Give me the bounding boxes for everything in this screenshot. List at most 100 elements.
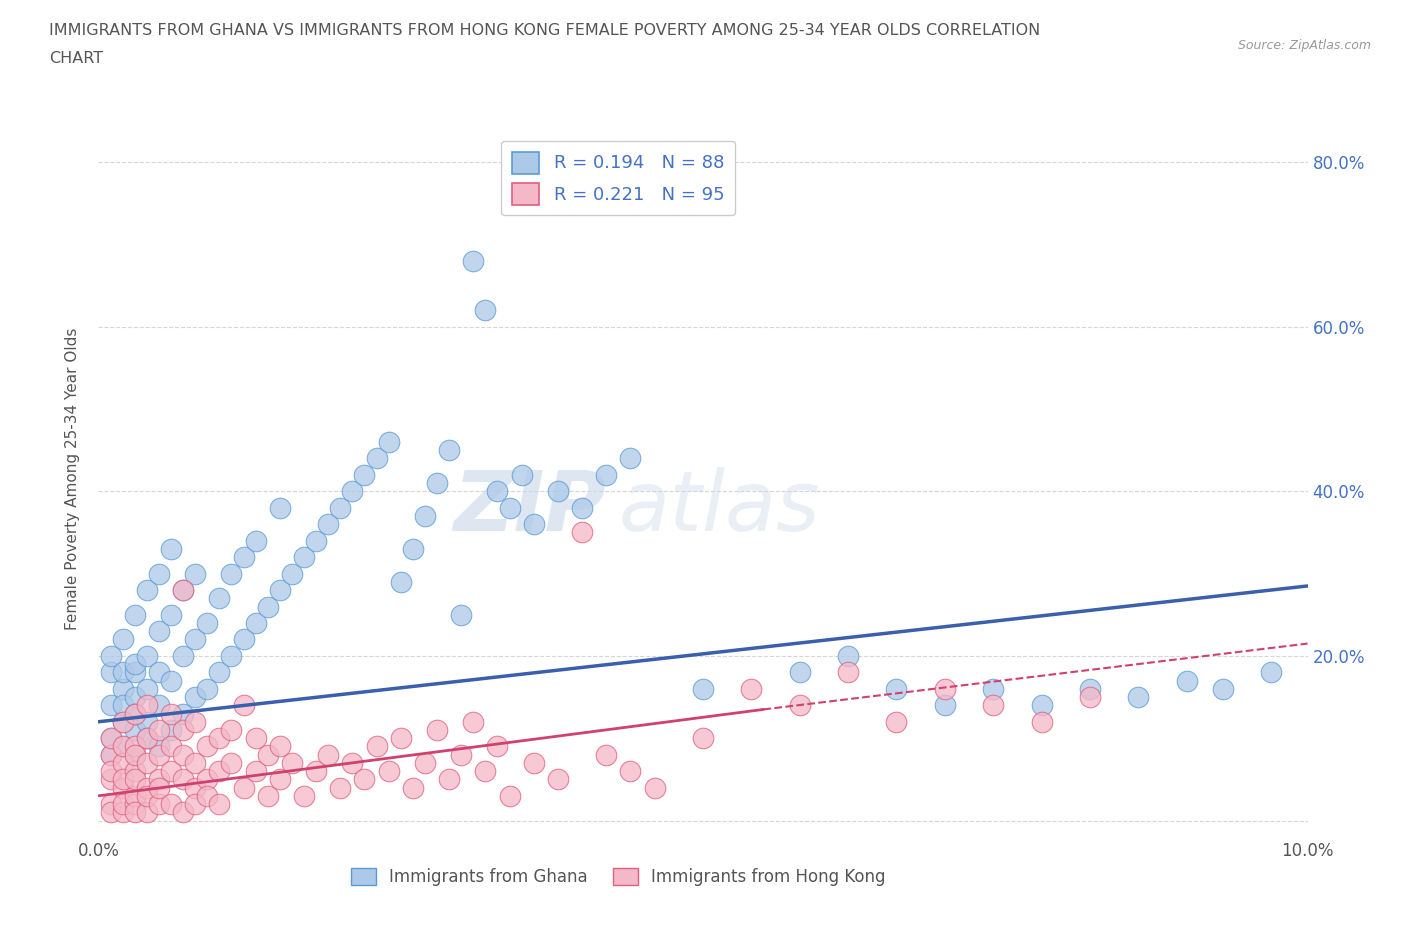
Point xyxy=(124,789,146,804)
Point xyxy=(498,500,520,515)
Point xyxy=(619,451,641,466)
Point xyxy=(148,780,170,795)
Point xyxy=(111,714,134,729)
Point xyxy=(148,698,170,712)
Point xyxy=(269,500,291,515)
Point xyxy=(111,714,134,729)
Point xyxy=(692,731,714,746)
Point xyxy=(377,764,399,778)
Point xyxy=(135,780,157,795)
Point xyxy=(1128,690,1150,705)
Point xyxy=(184,690,207,705)
Point xyxy=(886,714,908,729)
Point xyxy=(208,731,231,746)
Point xyxy=(366,739,388,754)
Point xyxy=(172,723,194,737)
Point xyxy=(111,772,134,787)
Point xyxy=(135,714,157,729)
Point xyxy=(353,772,375,787)
Point xyxy=(221,566,243,581)
Point xyxy=(160,673,183,688)
Point xyxy=(221,723,243,737)
Point xyxy=(413,509,436,524)
Point xyxy=(692,682,714,697)
Point xyxy=(571,500,593,515)
Point xyxy=(305,533,328,548)
Point xyxy=(100,797,122,812)
Point xyxy=(1260,665,1282,680)
Point xyxy=(486,739,509,754)
Point xyxy=(135,648,157,663)
Point xyxy=(184,780,207,795)
Point xyxy=(195,772,218,787)
Point xyxy=(100,764,122,778)
Point xyxy=(232,698,254,712)
Point xyxy=(184,566,207,581)
Point xyxy=(342,484,364,498)
Point xyxy=(135,582,157,597)
Point xyxy=(474,764,496,778)
Point xyxy=(256,599,278,614)
Point xyxy=(619,764,641,778)
Point xyxy=(100,698,122,712)
Point xyxy=(450,747,472,762)
Point xyxy=(184,755,207,770)
Point xyxy=(172,772,194,787)
Point xyxy=(316,747,339,762)
Point xyxy=(1175,673,1198,688)
Point xyxy=(208,665,231,680)
Point xyxy=(981,682,1004,697)
Point xyxy=(1078,682,1101,697)
Point xyxy=(135,731,157,746)
Point xyxy=(111,804,134,819)
Point xyxy=(245,764,267,778)
Point xyxy=(269,739,291,754)
Point xyxy=(934,682,956,697)
Point xyxy=(160,607,183,622)
Point xyxy=(135,682,157,697)
Point xyxy=(124,739,146,754)
Point xyxy=(329,500,352,515)
Point xyxy=(547,772,569,787)
Point xyxy=(124,772,146,787)
Point xyxy=(486,484,509,498)
Point xyxy=(245,731,267,746)
Point xyxy=(366,451,388,466)
Text: IMMIGRANTS FROM GHANA VS IMMIGRANTS FROM HONG KONG FEMALE POVERTY AMONG 25-34 YE: IMMIGRANTS FROM GHANA VS IMMIGRANTS FROM… xyxy=(49,23,1040,38)
Point xyxy=(245,533,267,548)
Legend: Immigrants from Ghana, Immigrants from Hong Kong: Immigrants from Ghana, Immigrants from H… xyxy=(344,861,893,893)
Point xyxy=(135,755,157,770)
Point xyxy=(111,632,134,647)
Point xyxy=(474,303,496,318)
Point xyxy=(510,468,533,483)
Point xyxy=(184,632,207,647)
Point xyxy=(111,797,134,812)
Point xyxy=(934,698,956,712)
Point xyxy=(111,682,134,697)
Point xyxy=(208,591,231,605)
Point xyxy=(402,541,425,556)
Point xyxy=(148,665,170,680)
Point xyxy=(305,764,328,778)
Point xyxy=(740,682,762,697)
Point xyxy=(100,731,122,746)
Point xyxy=(100,648,122,663)
Point xyxy=(221,755,243,770)
Point xyxy=(172,706,194,721)
Point xyxy=(148,723,170,737)
Point xyxy=(316,517,339,532)
Point xyxy=(195,739,218,754)
Point xyxy=(111,755,134,770)
Point xyxy=(221,648,243,663)
Point xyxy=(100,731,122,746)
Point xyxy=(208,797,231,812)
Point xyxy=(1031,714,1053,729)
Point xyxy=(135,804,157,819)
Point xyxy=(523,755,546,770)
Point xyxy=(100,804,122,819)
Point xyxy=(450,607,472,622)
Point xyxy=(148,772,170,787)
Point xyxy=(281,755,304,770)
Point xyxy=(160,739,183,754)
Point xyxy=(389,731,412,746)
